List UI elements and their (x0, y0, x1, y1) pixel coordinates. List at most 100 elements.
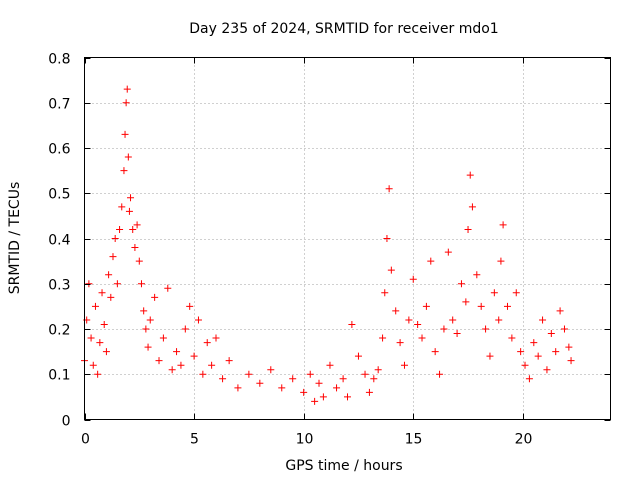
data-point (453, 330, 461, 338)
y-axis-label: SRMTID / TECUs (7, 182, 23, 295)
data-point (477, 302, 485, 310)
x-tick-label: 20 (515, 432, 533, 448)
data-point (234, 384, 242, 392)
data-point (124, 153, 132, 161)
y-tick-label: 0.7 (48, 97, 70, 113)
data-point (354, 352, 362, 360)
data-point (177, 361, 185, 369)
data-point (129, 225, 137, 233)
data-point (142, 325, 150, 333)
data-point (508, 334, 516, 342)
x-tick-label: 5 (190, 432, 199, 448)
data-point (468, 203, 476, 211)
data-point (144, 343, 152, 351)
data-point (125, 207, 133, 215)
data-point (396, 339, 404, 347)
data-point (146, 316, 154, 324)
data-point (135, 257, 143, 265)
data-point (436, 370, 444, 378)
grid (84, 57, 611, 420)
data-point (427, 257, 435, 265)
data-point (319, 393, 327, 401)
data-point (151, 293, 159, 301)
data-point (168, 366, 176, 374)
data-point (333, 384, 341, 392)
data-point (543, 366, 551, 374)
data-point (385, 185, 393, 193)
data-point (225, 357, 233, 365)
data-point (552, 348, 560, 356)
data-point (462, 298, 470, 306)
data-point (91, 302, 99, 310)
data-point (512, 289, 520, 297)
data-point (440, 325, 448, 333)
data-point (422, 302, 430, 310)
x-tick-labels: 0 5 10 15 20 (81, 432, 532, 448)
y-tick-label: 0.5 (48, 187, 70, 203)
data-point (116, 225, 124, 233)
data-point (418, 334, 426, 342)
data-point (409, 275, 417, 283)
data-point (155, 357, 163, 365)
data-point (89, 361, 97, 369)
data-point (208, 361, 216, 369)
data-point (490, 289, 498, 297)
data-point (473, 271, 481, 279)
data-point (173, 348, 181, 356)
data-point (486, 352, 494, 360)
y-tick-label: 0.8 (48, 52, 70, 68)
data-point (400, 361, 408, 369)
data-point (111, 235, 119, 242)
data-point (344, 393, 351, 401)
data-point (245, 370, 253, 378)
data-point (326, 361, 334, 369)
data-point (503, 302, 511, 310)
data-point (311, 397, 319, 405)
data-point (530, 339, 538, 347)
data-point (278, 384, 286, 392)
data-point (499, 221, 507, 229)
data-point (190, 352, 198, 360)
plot-frame (84, 57, 611, 420)
data-point (96, 339, 104, 347)
data-point (560, 325, 568, 333)
y-tick-label: 0 (62, 414, 71, 430)
data-point (517, 348, 525, 356)
data-point (383, 235, 391, 242)
chart-title: Day 235 of 2024, SRMTID for receiver mdo… (189, 21, 498, 37)
x-axis-label: GPS time / hours (285, 458, 402, 474)
data-point (361, 370, 369, 378)
x-tick-label: 15 (405, 432, 423, 448)
data-point (100, 320, 108, 328)
data-point (122, 99, 130, 107)
data-point (392, 307, 400, 315)
data-point (94, 370, 102, 378)
data-point (370, 375, 378, 383)
data-point (219, 375, 227, 383)
data-point (107, 293, 115, 301)
data-point (256, 379, 264, 387)
data-point (547, 330, 555, 338)
data-point (267, 366, 275, 374)
data-point (556, 307, 564, 315)
y-tick-label: 0.1 (48, 368, 70, 384)
data-point (306, 370, 314, 378)
data-point (212, 334, 220, 342)
data-point (567, 357, 575, 365)
y-tick-label: 0.3 (48, 278, 70, 294)
data-point (102, 348, 110, 356)
data-point (521, 361, 529, 369)
data-point (565, 343, 573, 351)
data-point (131, 244, 139, 252)
data-point (374, 366, 382, 374)
data-point (414, 320, 422, 328)
data-point (497, 257, 505, 265)
x-tick-label: 10 (296, 432, 314, 448)
data-point (87, 334, 95, 342)
data-point (105, 271, 113, 279)
data-point (123, 85, 131, 93)
data-point (534, 352, 542, 360)
data-point (133, 221, 141, 229)
data-point (159, 334, 167, 342)
data-point (203, 339, 211, 347)
